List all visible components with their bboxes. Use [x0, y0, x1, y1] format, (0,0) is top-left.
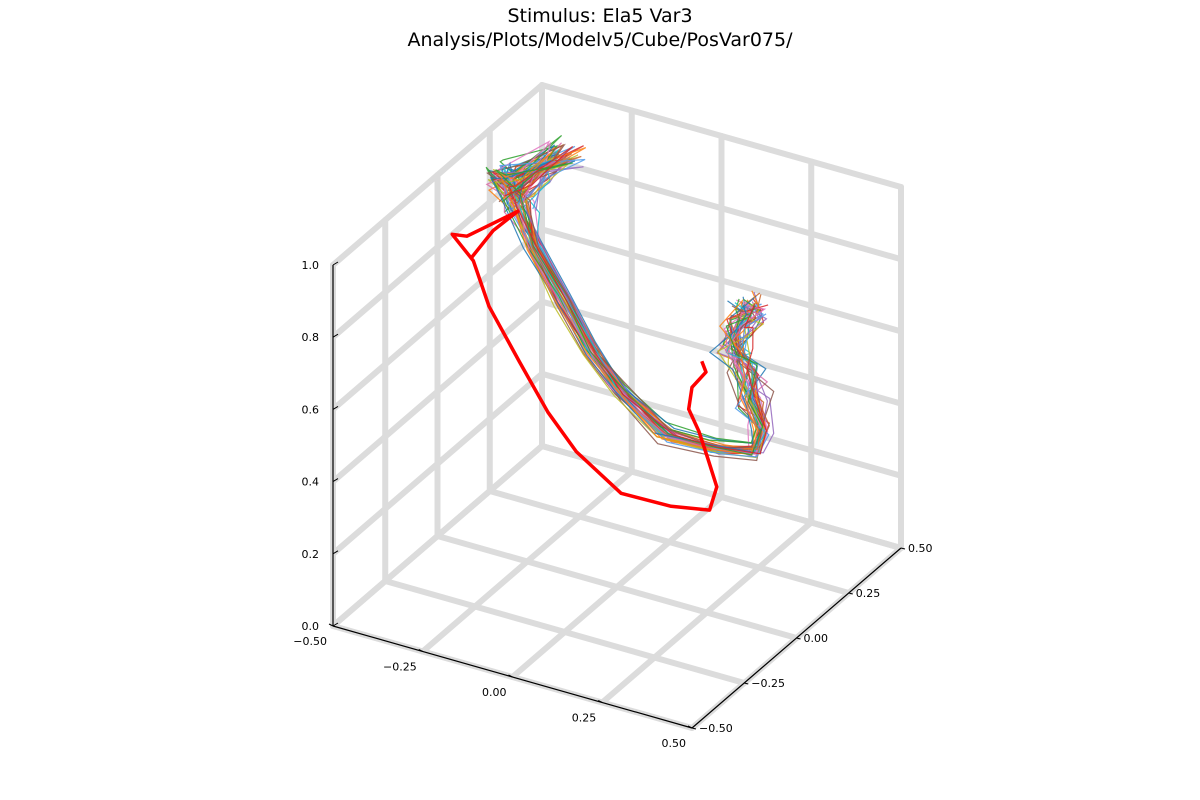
x-tick-label: −0.25 [383, 661, 417, 674]
grid-wall-left-h-3 [330, 226, 545, 413]
grid-floor-y-1 [382, 578, 748, 686]
grid-wall-back-h-4 [539, 154, 904, 263]
z-tick-mark [332, 550, 339, 555]
z-tick-mark [332, 261, 339, 266]
y-tick-label: −0.25 [751, 677, 785, 690]
y-tick-mark [744, 682, 749, 685]
chart-title: Stimulus: Ela5 Var3 [507, 5, 693, 27]
trajectory-36 [489, 160, 755, 453]
grid-wall-left-h-1 [330, 370, 545, 557]
y-tick-label: −0.50 [699, 722, 733, 735]
y-tick-mark [900, 547, 906, 550]
grid-wall-back-h-3 [539, 226, 904, 335]
grid-wall-left-h-2 [330, 298, 545, 485]
z-tick-mark [332, 622, 339, 627]
grid-wall-back-h-5 [539, 82, 904, 190]
trajectory-29 [486, 143, 775, 449]
z-tick-label: 1.0 [302, 259, 320, 272]
z-tick-label: 0.0 [302, 620, 320, 633]
y-tick-label: 0.00 [804, 632, 829, 645]
grid-floor-y-3 [486, 488, 852, 596]
z-tick-mark [332, 333, 339, 338]
x-tick-label: 0.50 [662, 737, 687, 750]
reference-series-line [450, 209, 719, 512]
grid-wall-back-h-2 [539, 298, 904, 407]
grid-floor-y-2 [434, 533, 800, 641]
x-tick-label: −0.50 [293, 635, 327, 648]
chart-subtitle: Analysis/Plots/Modelv5/Cube/PosVar075/ [407, 29, 793, 51]
grid-wall-left-h-0 [330, 443, 545, 629]
z-tick-label: 0.8 [302, 331, 320, 344]
y-tick-mark [691, 727, 697, 730]
x-tick-mark [418, 649, 423, 652]
x-tick-label: 0.25 [572, 712, 597, 725]
z-tick-label: 0.2 [302, 548, 320, 561]
z-tick-mark [332, 478, 339, 483]
z-tick-label: 0.4 [302, 476, 320, 489]
z-tick-label: 0.6 [302, 403, 320, 416]
trajectory-38 [495, 162, 764, 456]
trajectory-30 [508, 141, 767, 455]
x-tick-mark [328, 623, 334, 627]
x-tick-mark [598, 700, 603, 703]
trajectory-17 [502, 170, 762, 462]
grid-wall-back-h-0 [539, 443, 904, 551]
y-tick-label: 0.50 [908, 542, 933, 555]
x-tick-mark [687, 725, 693, 729]
tick-labels-layer: −0.50 −0.25 0.00 0.25 0.50 −0.50 −0.25 0.00 0.25… [293, 259, 932, 750]
x-tick-mark [508, 674, 513, 678]
y-tick-mark [848, 592, 853, 595]
trajectory-39 [504, 146, 767, 455]
grid-wall-left-h-5 [330, 82, 545, 268]
x-tick-label: 0.00 [482, 686, 507, 699]
z-tick-mark [332, 405, 339, 410]
trajectories-layer [485, 135, 775, 462]
axis-layer [328, 261, 906, 730]
reference-series-layer [450, 209, 719, 512]
y-tick-mark [796, 637, 801, 640]
y-tick-label: 0.25 [856, 587, 881, 600]
grid-wall-back-h-1 [539, 370, 904, 479]
